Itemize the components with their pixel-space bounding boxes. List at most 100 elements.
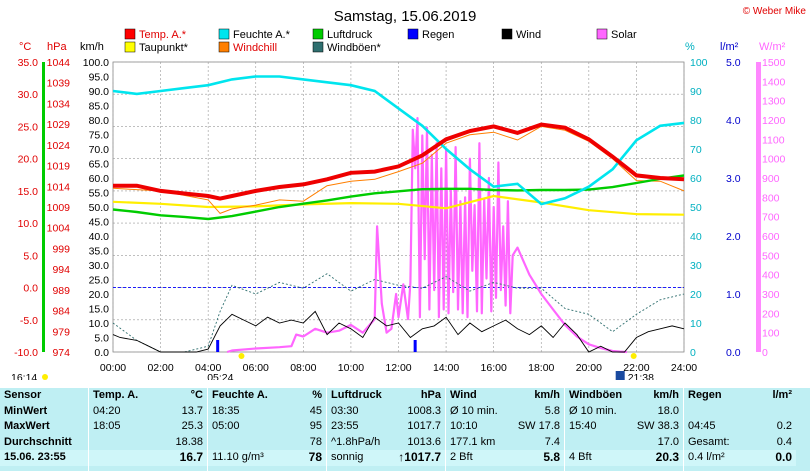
gust-max: SW 38.3: [636, 420, 679, 433]
legend-swatch: [596, 28, 608, 40]
pressure-tick-label: 974: [52, 347, 70, 359]
wind-tick-label: 25.0: [89, 275, 110, 287]
legend-label: Regen: [422, 29, 454, 41]
pressure-tick-label: 1009: [47, 202, 71, 214]
wind-tick-label: 60.0: [89, 173, 110, 185]
solar-axis-label: W/m²: [759, 41, 786, 53]
pressure-tick-label: 1024: [47, 140, 71, 152]
pressure-tick-label: 979: [52, 326, 70, 338]
temp-axis-bar: [42, 62, 45, 352]
temp-head: Temp. A.: [93, 389, 139, 401]
col-pressure: Luftdruck hPa 03:30 1008.3 23:55 1017.7 ^1.…: [327, 388, 446, 471]
sunset-prev-label: 16:14: [11, 372, 37, 380]
wind-tick-label: 55.0: [89, 188, 110, 200]
plot-area: [112, 75, 685, 354]
chart-title: Samstag, 15.06.2019: [334, 8, 477, 25]
rain-tick-label: 4.0: [726, 115, 741, 127]
legend-label: Wind: [516, 29, 541, 41]
hum-unit: %: [312, 389, 322, 401]
row-label-avg: Durchschnitt: [4, 435, 72, 448]
x-tick-label: 06:00: [243, 362, 269, 374]
pressure-line: [112, 174, 685, 221]
humidity-tick-label: 80: [690, 115, 702, 127]
temp-tick-label: 25.0: [18, 121, 39, 133]
temp-axis-label: °C: [19, 41, 31, 53]
rain-current: 0.0: [775, 450, 792, 465]
wind-tick-label: 35.0: [89, 246, 110, 258]
solar-tick-label: 1300: [762, 96, 786, 108]
humidity-tick-label: 0: [690, 347, 696, 359]
solar-tick-label: 100: [762, 328, 780, 340]
x-tick-label: 10:00: [338, 362, 364, 374]
wind-avg10: 5.8: [544, 404, 560, 417]
rain-tick-label: 2.0: [726, 231, 741, 243]
wind-tick-label: 20.0: [89, 289, 110, 301]
solar-tick-label: 900: [762, 173, 780, 185]
gust-bft: 4 Bft: [569, 451, 592, 464]
pressure-tick-label: 1014: [47, 181, 71, 193]
solar-tick-label: 1400: [762, 76, 786, 88]
hum-avg: 78: [309, 435, 322, 448]
press-unit: hPa: [420, 389, 441, 401]
abs-humidity: 11.10 g/m³: [212, 451, 264, 464]
solar-tick-label: 400: [762, 270, 780, 282]
gust-current: 20.3: [655, 450, 679, 465]
rain-tick-label: 1.0: [726, 289, 741, 301]
temp-max: 25.3: [181, 420, 203, 433]
wind-tick-label: 90.0: [89, 86, 110, 98]
wind-tick-label: 70.0: [89, 144, 110, 156]
wind-run: 177.1 km: [450, 435, 496, 448]
temp-max-time: 18:05: [93, 420, 121, 433]
hum-current: 78: [308, 450, 322, 465]
humidity-line: [112, 75, 685, 206]
humidity-tick-label: 40: [690, 231, 702, 243]
dewpoint-line: [112, 194, 685, 216]
gust-line: [112, 273, 685, 353]
wind-tick-label: 50.0: [89, 202, 110, 214]
legend-swatch: [312, 41, 324, 53]
row-label-max: MaxWert: [4, 420, 50, 433]
wind-bft: 2 Bft: [450, 451, 473, 464]
legend-swatch: [124, 28, 136, 40]
pressure-tick-label: 1029: [47, 119, 71, 131]
temp-min: 13.7: [181, 404, 203, 417]
wind-tick-label: 30.0: [89, 260, 110, 272]
rain-tick-label: 0.0: [726, 347, 741, 359]
press-trend: ^1.8hPa/h: [331, 435, 381, 448]
current-time: 15.06. 23:55: [0, 450, 88, 466]
rain-unit: l/m²: [772, 389, 792, 401]
pressure-tick-label: 1004: [47, 223, 71, 235]
temp-tick-label: 10.0: [18, 218, 39, 230]
x-tick-label: 16:00: [481, 362, 507, 374]
humidity-tick-label: 50: [690, 202, 702, 214]
legend: Temp. A.* Feuchte A.* Luftdruck Regen Wind So…: [124, 28, 637, 54]
wind-tick-label: 85.0: [89, 101, 110, 113]
pressure-tick-label: 999: [52, 243, 70, 255]
legend-swatch: [218, 41, 230, 53]
pressure-tick-label: 1034: [47, 98, 71, 110]
wind-tick-label: 75.0: [89, 130, 110, 142]
humidity-tick-label: 100: [690, 57, 708, 69]
gust-avg: 17.0: [657, 435, 679, 448]
legend-label: Taupunkt*: [139, 42, 189, 54]
x-tick-label: 14:00: [433, 362, 459, 374]
humidity-tick-label: 10: [690, 318, 702, 330]
sunset-label: 21:38: [628, 372, 654, 380]
solar-tick-label: 800: [762, 192, 780, 204]
press-min: 1008.3: [407, 404, 441, 417]
pressure-tick-label: 989: [52, 285, 70, 297]
temp-tick-label: -10.0: [14, 347, 38, 359]
press-avg: 1013.6: [407, 435, 441, 448]
solar-line: [226, 117, 627, 354]
humidity-tick-label: 60: [690, 173, 702, 185]
forecast-text: sonnig: [331, 451, 364, 464]
row-label-min: MinWert: [4, 404, 48, 417]
humidity-tick-label: 70: [690, 144, 702, 156]
rain-bar: [413, 340, 417, 352]
col-sensor: Sensor MinWert MaxWert Durchschnitt 15.0…: [0, 388, 89, 471]
wind-tick-label: 15.0: [89, 304, 110, 316]
solar-tick-label: 1200: [762, 115, 786, 127]
solar-axis-bar: [756, 62, 761, 352]
temp-tick-label: 30.0: [18, 89, 39, 101]
x-tick-label: 08:00: [290, 362, 316, 374]
